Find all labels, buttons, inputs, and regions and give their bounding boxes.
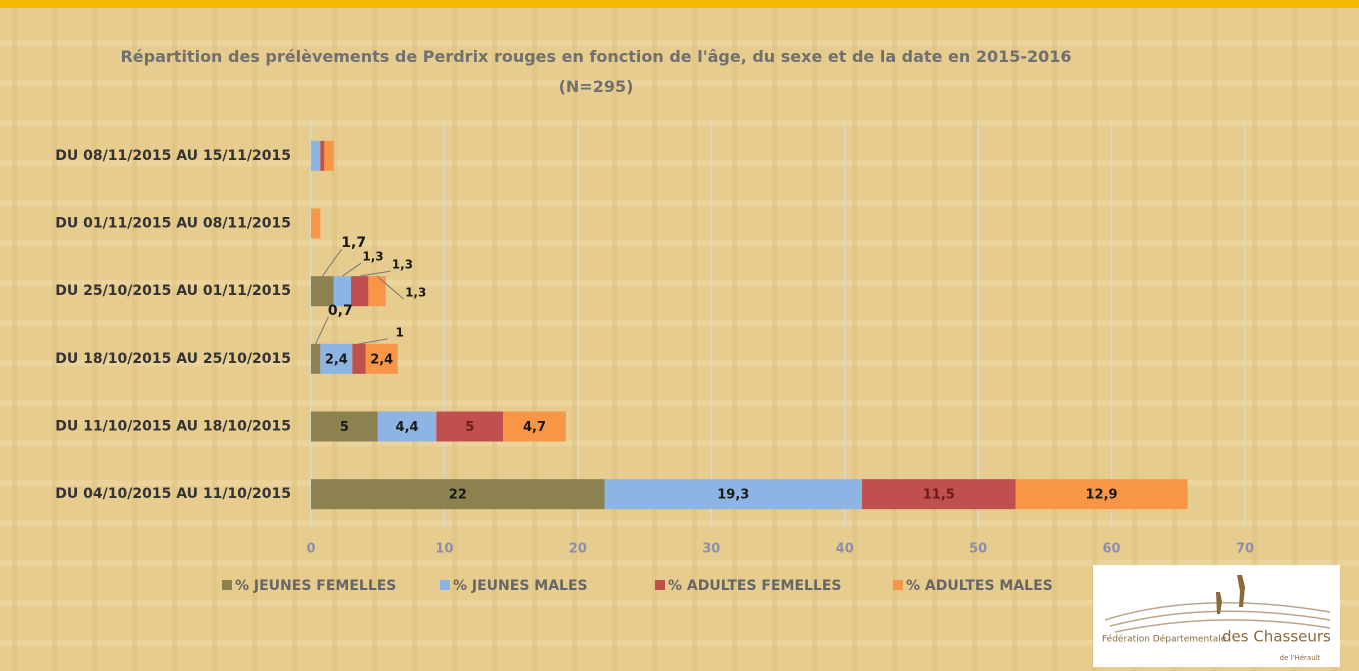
x-tick-label: 10 xyxy=(435,542,453,557)
logo-text: Fédération Départementale xyxy=(1102,634,1227,645)
bar xyxy=(311,411,378,442)
logo: Fédération Départementale des Chasseurs … xyxy=(1093,565,1340,667)
data-label: 1,3 xyxy=(392,258,413,272)
data-label: 2,4 xyxy=(325,352,348,367)
legend-swatch xyxy=(222,580,232,590)
data-label: 1,3 xyxy=(362,250,383,264)
title-line: (N=295) xyxy=(559,77,634,96)
bar xyxy=(368,276,386,307)
bar xyxy=(324,140,334,171)
x-tick-label: 60 xyxy=(1103,542,1121,557)
x-tick-label: 20 xyxy=(569,542,587,557)
legend-label: % ADULTES MALES xyxy=(906,578,1053,594)
x-tick-label: 0 xyxy=(306,542,315,557)
x-tick-label: 50 xyxy=(969,542,987,557)
bar xyxy=(320,343,353,374)
bar xyxy=(351,276,369,307)
bar xyxy=(862,479,1016,510)
bar xyxy=(604,479,863,510)
x-tick-label: 40 xyxy=(836,542,854,557)
leader-line xyxy=(358,338,388,345)
y-tick-label: DU 25/10/2015 AU 01/11/2015 xyxy=(55,283,291,299)
logo-text: des Chasseurs xyxy=(1222,628,1331,646)
bar xyxy=(333,276,352,307)
leader-line xyxy=(321,248,343,277)
data-label: 22 xyxy=(449,488,467,503)
legend-label: % JEUNES MALES xyxy=(453,578,588,594)
data-label: 19,3 xyxy=(717,488,749,503)
leader-line xyxy=(315,316,329,345)
data-label: 1 xyxy=(396,325,404,339)
legend-swatch xyxy=(655,580,665,590)
bar xyxy=(365,343,398,374)
logo-lines xyxy=(1104,601,1331,633)
bar xyxy=(311,208,321,239)
leader-line xyxy=(376,275,405,300)
data-label: 12,9 xyxy=(1086,488,1118,503)
bar xyxy=(503,411,566,442)
x-tick-label: 30 xyxy=(702,542,720,557)
data-label: 11,5 xyxy=(923,488,955,503)
x-tick-label: 70 xyxy=(1236,542,1254,557)
data-label: 4,4 xyxy=(396,420,419,435)
legend-label: % ADULTES FEMELLES xyxy=(668,578,842,594)
chart-title: Répartition des prélèvements de Perdrix … xyxy=(120,47,1071,96)
bar xyxy=(320,140,325,171)
data-label: 1,7 xyxy=(341,235,366,251)
bar xyxy=(311,479,605,510)
y-tick-label: DU 18/10/2015 AU 25/10/2015 xyxy=(55,351,291,367)
leader-line xyxy=(342,262,362,277)
bar xyxy=(311,343,321,374)
top-bar xyxy=(0,0,1359,8)
chart-title: Répartition des prélèvements de Perdrix … xyxy=(120,47,1071,96)
y-tick-label: DU 04/10/2015 AU 11/10/2015 xyxy=(55,486,291,502)
bar xyxy=(377,411,437,442)
bar xyxy=(311,276,334,307)
data-label: 2,4 xyxy=(370,352,393,367)
leader-line xyxy=(359,270,391,277)
data-label: 5 xyxy=(340,420,349,435)
bar xyxy=(436,411,504,442)
bar xyxy=(311,140,321,171)
y-tick-label: DU 11/10/2015 AU 18/10/2015 xyxy=(55,419,291,435)
logo-text: de l'Hérault xyxy=(1280,654,1321,662)
legend-swatch xyxy=(893,580,903,590)
title-line: Répartition des prélèvements de Perdrix … xyxy=(120,47,1071,66)
data-label: 1,3 xyxy=(405,286,426,300)
legend-swatch xyxy=(440,580,450,590)
data-label: 4,7 xyxy=(523,420,546,435)
data-label: 0,7 xyxy=(328,303,353,319)
bar xyxy=(352,343,366,374)
bar xyxy=(1015,479,1188,510)
y-tick-label: DU 01/11/2015 AU 08/11/2015 xyxy=(55,216,291,232)
y-tick-label: DU 08/11/2015 AU 15/11/2015 xyxy=(55,148,291,164)
data-label: 5 xyxy=(465,420,474,435)
logo-hunters xyxy=(1216,575,1245,614)
legend-label: % JEUNES FEMELLES xyxy=(235,578,396,594)
